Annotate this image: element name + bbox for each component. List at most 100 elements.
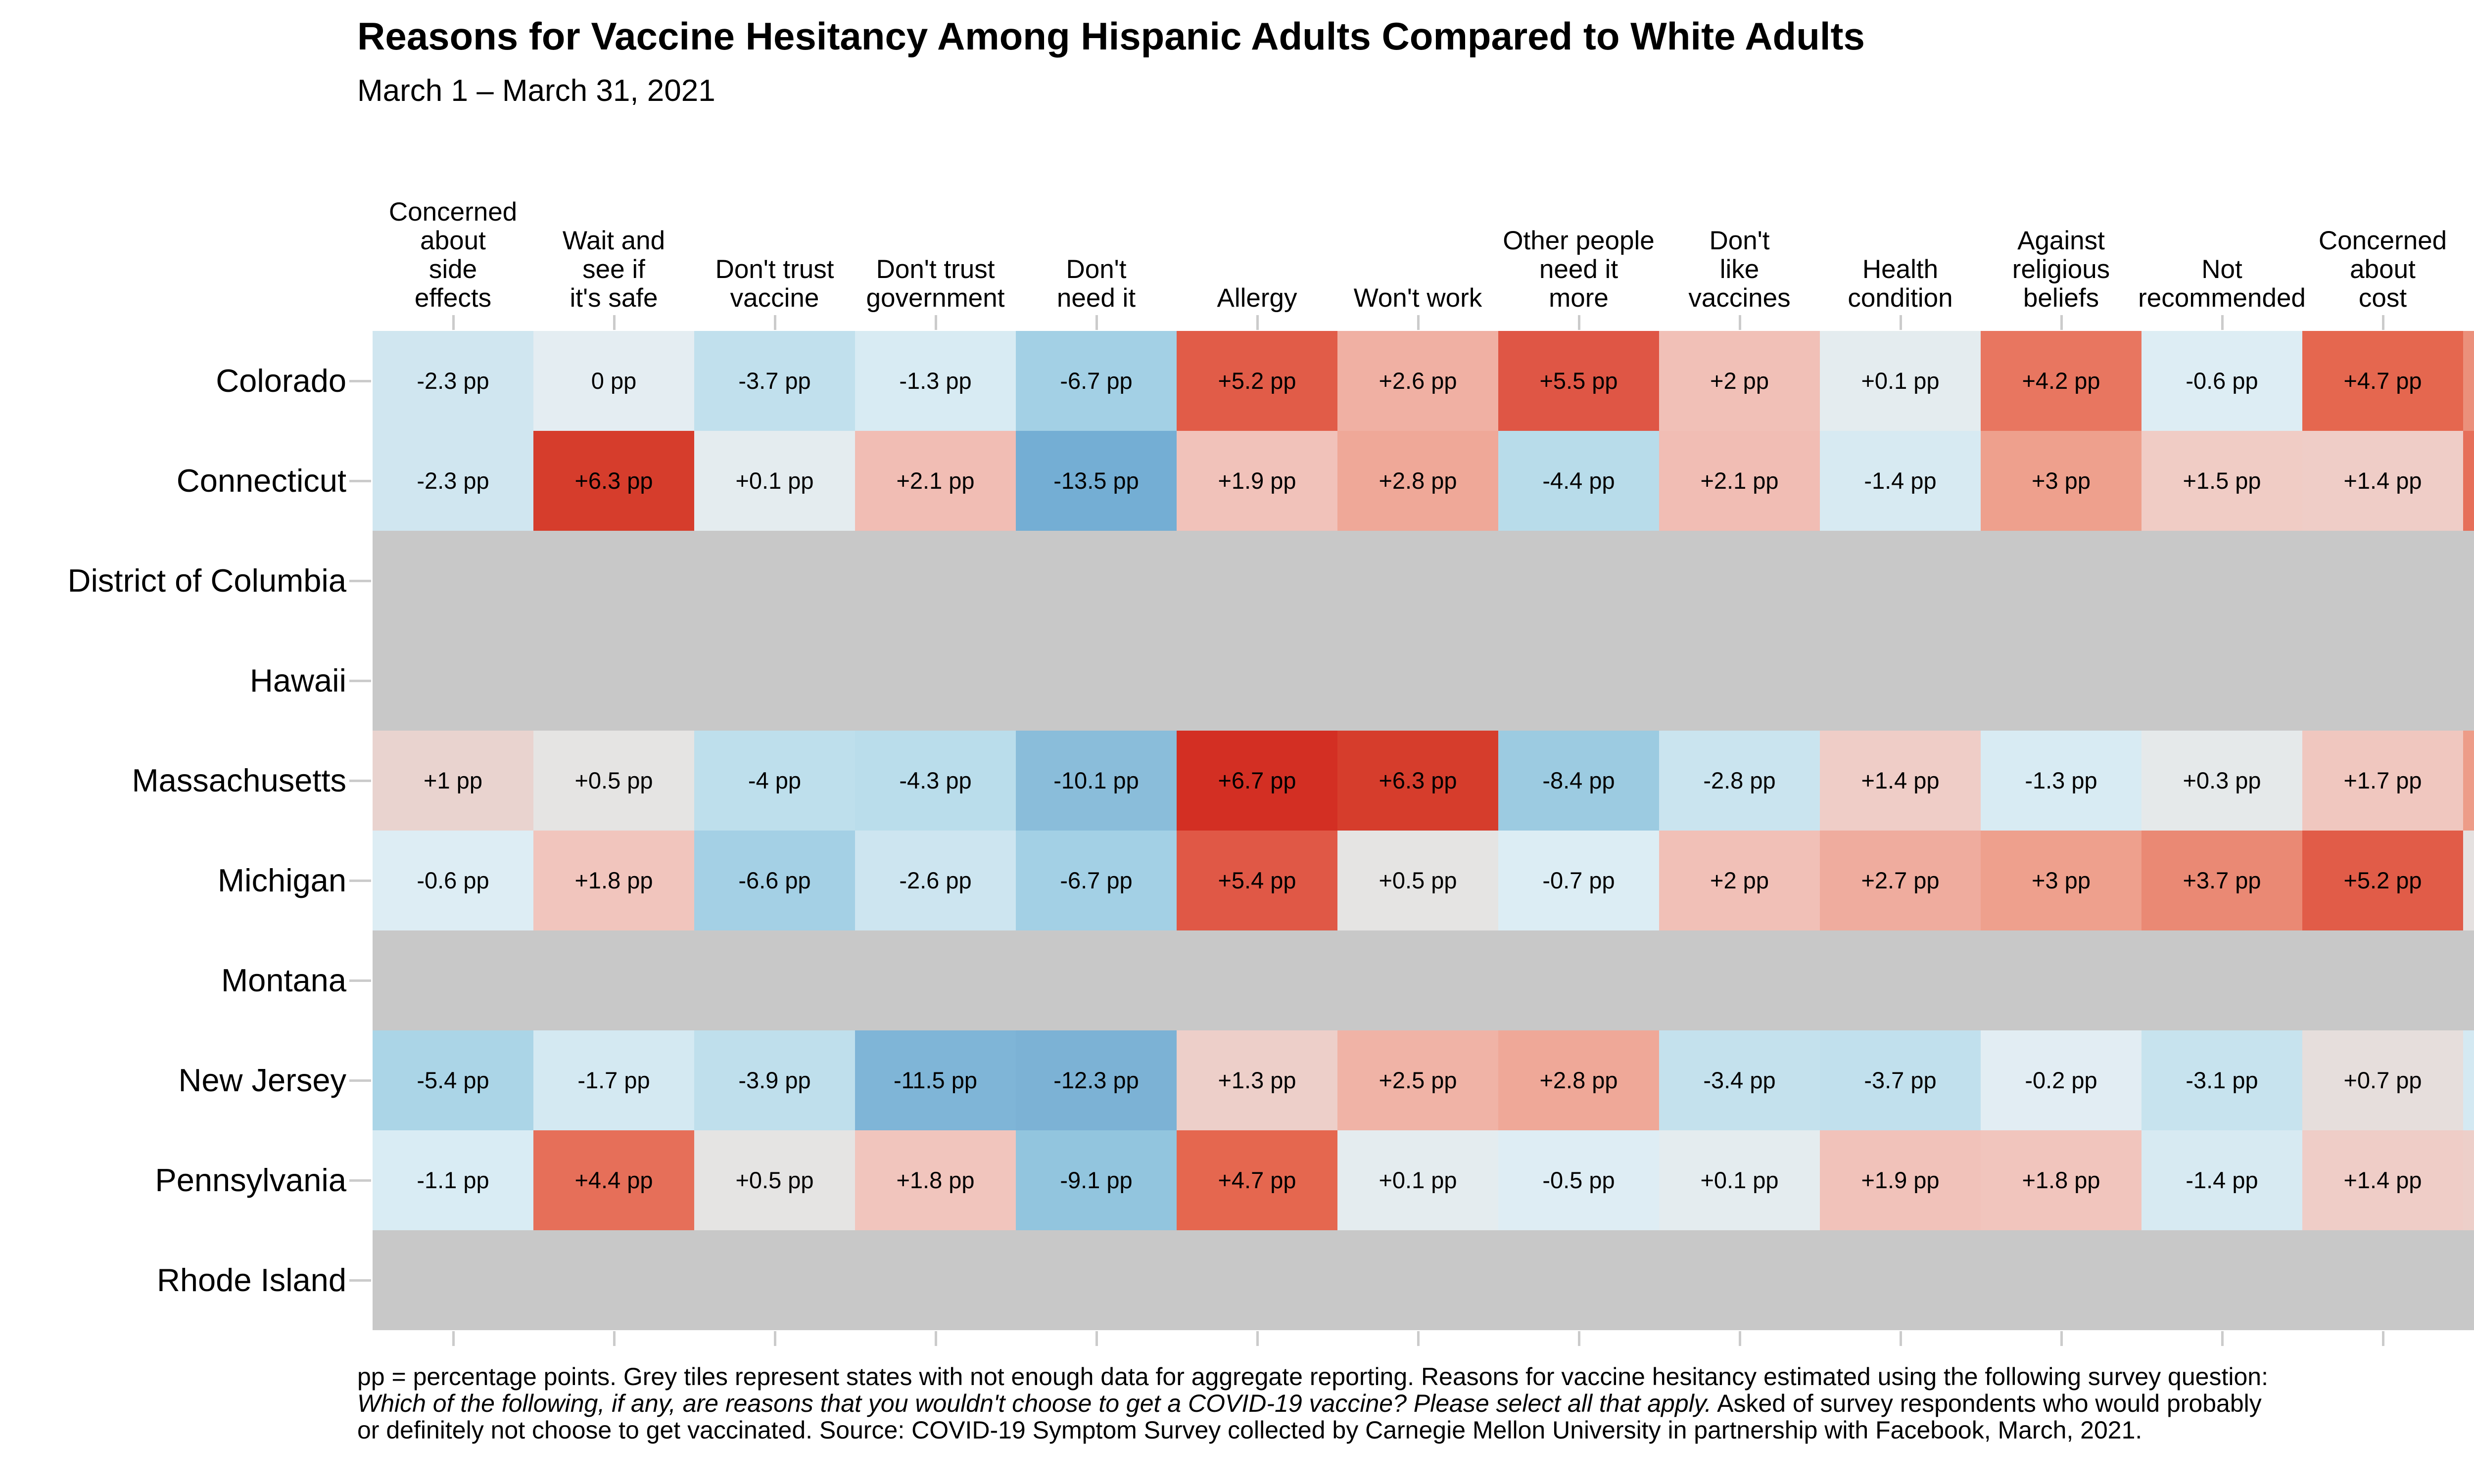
heatmap-cell: +3.7 pp [2141, 831, 2302, 930]
column-headers: Concerned about side effects Wait and see… [373, 0, 2474, 313]
heatmap-cell: +2.1 pp [1659, 431, 1820, 531]
axis-tick [349, 1179, 371, 1182]
axis-tick [613, 315, 616, 330]
heatmap-cell: +1.3 pp [1177, 1030, 1337, 1130]
axis-tick [2221, 315, 2224, 330]
axis-tick [349, 780, 371, 782]
heatmap-cell: +3 pp [1981, 831, 2141, 930]
heatmap-cell: -0.2 pp [1981, 1030, 2141, 1130]
heatmap-cell: +6.3 pp [1337, 731, 1498, 831]
no-data-band [373, 631, 2474, 731]
heatmap-cell: -6.7 pp [1016, 331, 1177, 431]
heatmap-cell: +1.8 pp [533, 831, 694, 930]
axis-tick [2060, 1331, 2063, 1346]
heatmap-cell: +1.4 pp [1820, 731, 1981, 831]
heatmap-cell: -2.8 pp [1659, 731, 1820, 831]
footnote-survey-question: Which of the following, if any, are reas… [357, 1390, 1712, 1417]
heatmap-cell: +0.7 pp [2302, 1030, 2463, 1130]
axis-tick [1417, 1331, 1420, 1346]
axis-tick [1738, 1331, 1741, 1346]
axis-tick [773, 1331, 776, 1346]
heatmap-cell: -1.1 pp [373, 1130, 533, 1230]
axis-tick [1577, 1331, 1580, 1346]
axis-tick [1899, 315, 1902, 330]
heatmap-cell: -3.1 pp [2141, 1030, 2302, 1130]
axis-tick [2381, 315, 2384, 330]
heatmap-cell: 0 pp [533, 331, 694, 431]
column-header: Won't work [1353, 283, 1482, 313]
axis-tick [349, 1279, 371, 1282]
heatmap-cell: -4 pp [694, 731, 855, 831]
heatmap-cell: -1.7 pp [2463, 1030, 2474, 1130]
axis-tick [1256, 1331, 1259, 1346]
axis-tick [2381, 1331, 2384, 1346]
axis-tick [452, 1331, 455, 1346]
heatmap-cell: +3 pp [1981, 431, 2141, 531]
axis-tick [934, 315, 937, 330]
heatmap-cell: -0.6 pp [2141, 331, 2302, 431]
heatmap-cell: +6.7 pp [1177, 731, 1337, 831]
heatmap-cell: +4.7 pp [2302, 331, 2463, 431]
axis-tick [2221, 1331, 2224, 1346]
row-label: Rhode Island [156, 1262, 346, 1298]
heatmap-cell: +1.9 pp [1177, 431, 1337, 531]
footnote: pp = percentage points. Grey tiles repre… [357, 1363, 2268, 1443]
heatmap-cell: -0.6 pp [373, 831, 533, 930]
heatmap-cell: +2 pp [1659, 331, 1820, 431]
axis-tick [934, 1331, 937, 1346]
column-header: Concerned about side effects [388, 197, 518, 313]
heatmap-cell: +0.5 pp [1337, 831, 1498, 930]
heatmap-cell: -8.4 pp [1498, 731, 1659, 831]
row-labels: Colorado Connecticut District of Columbia H… [0, 0, 346, 1484]
row-label: Connecticut [176, 463, 346, 499]
axis-tick [349, 580, 371, 582]
column-header: Against religious beliefs [2012, 226, 2110, 313]
heatmap-cell: -2.3 pp [373, 331, 533, 431]
heatmap-cell: +2.1 pp [855, 431, 1016, 531]
heatmap-cell: +5.2 pp [1177, 331, 1337, 431]
heatmap-cell: +5.5 pp [1498, 331, 1659, 431]
column-header: Don't trust vaccine [715, 255, 834, 313]
heatmap-cell: -1.4 pp [1820, 431, 1981, 531]
axis-tick [613, 1331, 616, 1346]
heatmap-cell: -3.4 pp [1659, 1030, 1820, 1130]
axis-tick [452, 315, 455, 330]
row-label: New Jersey [178, 1062, 346, 1098]
axis-tick [1738, 315, 1741, 330]
heatmap-cell: -5.4 pp [373, 1030, 533, 1130]
chart-subtitle: March 1 – March 31, 2021 [357, 74, 715, 108]
heatmap-cell: +6.3 pp [533, 431, 694, 531]
heatmap-cell: -3.7 pp [1820, 1030, 1981, 1130]
heatmap-cell: +5.4 pp [1177, 831, 1337, 930]
heatmap-cell: +0.6 pp [2463, 831, 2474, 930]
row-label: Massachusetts [132, 762, 346, 798]
footnote-line-1: pp = percentage points. Grey tiles repre… [357, 1363, 2268, 1391]
heatmap-cell: +3.1 pp [2463, 731, 2474, 831]
axis-tick [1095, 1331, 1098, 1346]
column-header: Not recommended [2138, 255, 2306, 313]
heatmap-cell: +2 pp [1659, 831, 1820, 930]
heatmap-cell: +1 pp [373, 731, 533, 831]
axis-tick [773, 315, 776, 330]
heatmap-cell: +2.8 pp [1337, 431, 1498, 531]
heatmap-cell: -9.1 pp [1016, 1130, 1177, 1230]
heatmap-cell: +1.3 pp [2463, 1130, 2474, 1230]
heatmap-cell: +1.7 pp [2302, 731, 2463, 831]
axis-tick [349, 979, 371, 982]
axis-tick [349, 680, 371, 682]
heatmap-cell: -2.3 pp [373, 431, 533, 531]
heatmap-grid: -2.3 pp 0 pp -3.7 pp -1.3 pp -6.7 pp +5.2 pp +… [373, 331, 2474, 1330]
row-label: Montana [221, 962, 346, 998]
row-label: Colorado [216, 363, 346, 399]
axis-tick [1577, 315, 1580, 330]
column-header: Other people need it more [1503, 226, 1655, 313]
footnote-line-2: Which of the following, if any, are reas… [357, 1390, 2262, 1417]
heatmap-cell: +4.4 pp [533, 1130, 694, 1230]
chart-title: Reasons for Vaccine Hesitancy Among Hisp… [357, 14, 1865, 58]
heatmap-cell: -4.3 pp [855, 731, 1016, 831]
column-header: Don't trust government [866, 255, 1005, 313]
axis-tick [1256, 315, 1259, 330]
heatmap-cell: +1.8 pp [855, 1130, 1016, 1230]
heatmap-cell: +0.3 pp [2141, 731, 2302, 831]
heatmap-cell: +2.6 pp [1337, 331, 1498, 431]
